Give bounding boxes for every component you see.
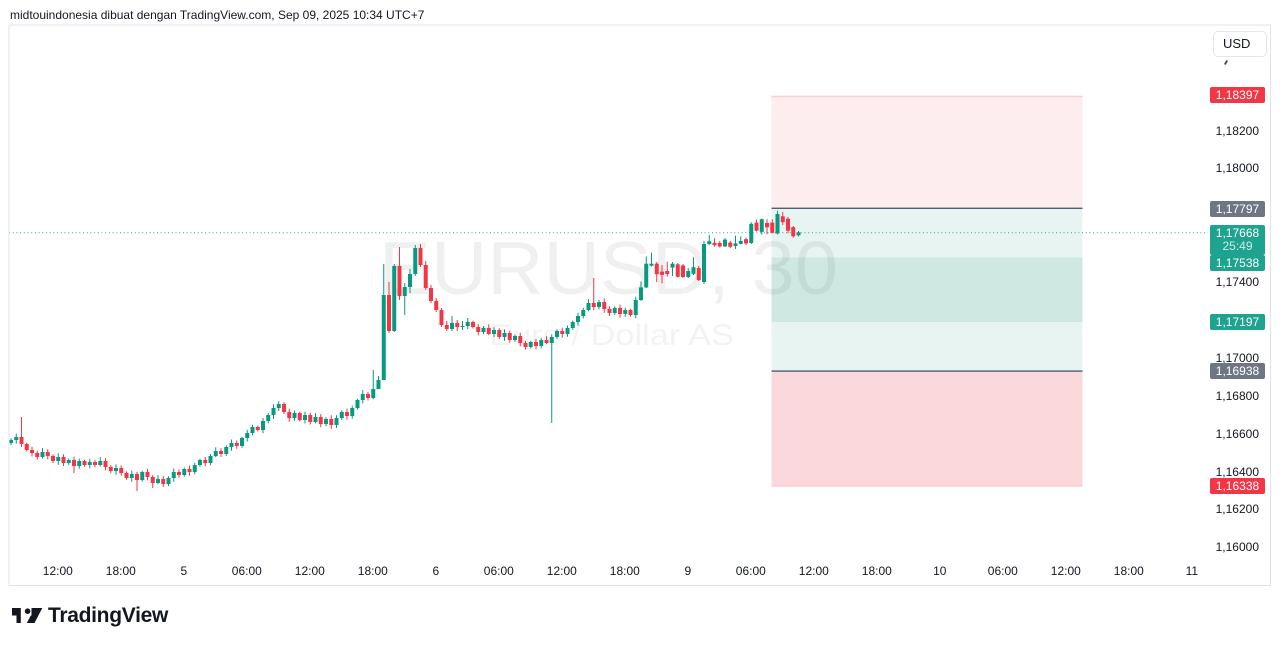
svg-text:EURUSD, 30: EURUSD, 30 (379, 226, 838, 310)
